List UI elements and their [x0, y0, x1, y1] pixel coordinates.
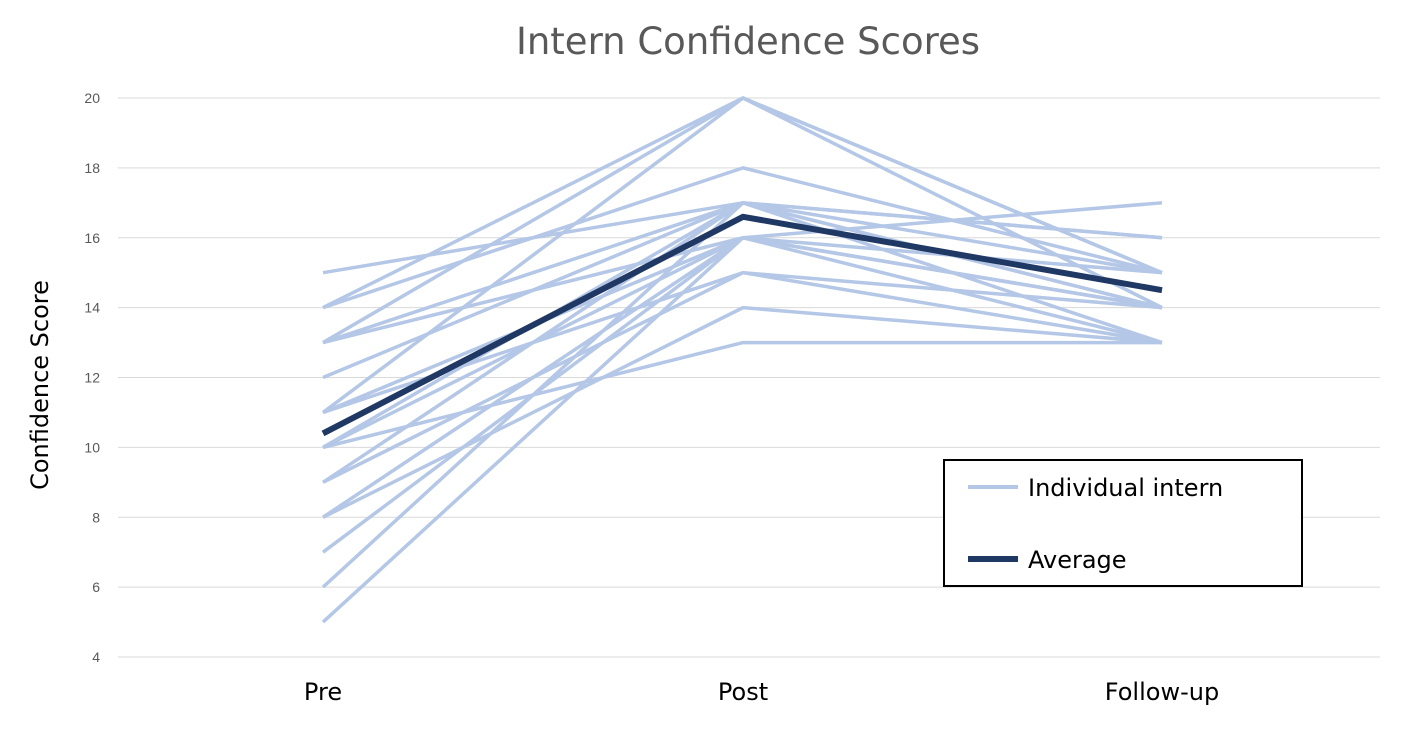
x-tick-label: Pre: [304, 678, 342, 706]
legend-label-individual: Individual intern: [1028, 474, 1223, 502]
y-tick-label: 20: [84, 90, 100, 106]
legend: Individual intern Average: [943, 459, 1303, 587]
series-line-average: [321, 213, 1163, 437]
y-tick-label: 12: [84, 370, 100, 386]
x-axis-ticks: Pre Post Follow-up: [304, 678, 1219, 706]
series-line-individual-7: [322, 201, 1163, 380]
series-line-individual-10: [321, 96, 1163, 414]
y-axis-ticks: 4 6 8 10 12 14 16 18 20: [84, 90, 100, 665]
series-line-individual-20: [321, 236, 1163, 624]
x-tick-label: Follow-up: [1105, 678, 1219, 706]
y-axis-title: Confidence Score: [26, 280, 54, 490]
x-tick-label: Post: [718, 678, 768, 706]
chart-title: Intern Confidence Scores: [516, 20, 980, 63]
series-line-individual-19: [321, 201, 1163, 589]
legend-label-average: Average: [1028, 546, 1127, 574]
y-tick-label: 4: [92, 649, 100, 665]
series-lines: [321, 96, 1163, 624]
y-tick-label: 18: [84, 160, 100, 176]
y-tick-label: 10: [84, 439, 100, 455]
y-tick-label: 6: [92, 579, 100, 595]
legend-box: [943, 459, 1303, 587]
y-tick-label: 14: [84, 300, 100, 316]
y-tick-label: 16: [84, 230, 100, 246]
y-tick-label: 8: [92, 509, 100, 525]
